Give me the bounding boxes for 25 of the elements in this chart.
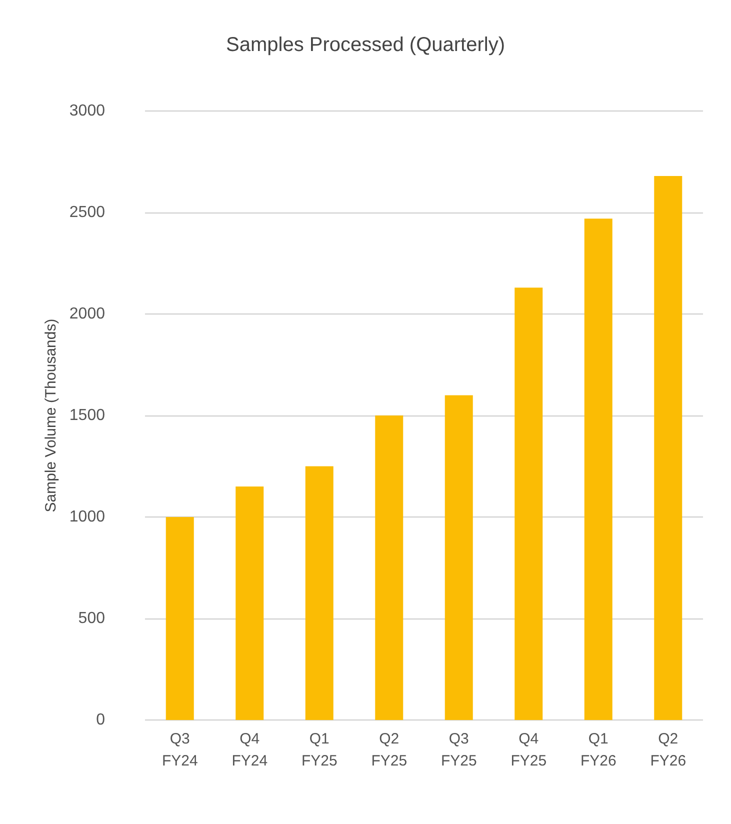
bar [514, 288, 543, 720]
x-tick-label: Q2 FY25 [371, 730, 408, 770]
bar [166, 517, 194, 720]
bar [584, 218, 612, 720]
x-tick-label: Q1 FY25 [301, 730, 338, 770]
bar [654, 176, 682, 720]
y-tick-label: 2000 [69, 306, 106, 322]
y-tick-label: 3000 [69, 102, 106, 120]
y-tick-label: 1000 [69, 508, 106, 526]
y-tick-label: 500 [78, 610, 106, 627]
x-tick-label: Q4 FY24 [232, 730, 268, 770]
x-tick-label: Q3 FY24 [162, 730, 198, 770]
y-tick-label: 0 [96, 712, 106, 728]
x-tick-label: Q4 FY25 [510, 730, 547, 770]
bar [375, 416, 404, 720]
x-tick-label: Q3 FY25 [440, 730, 477, 770]
y-tick-label: 2500 [69, 204, 106, 221]
x-tick-label: Q2 FY26 [650, 730, 686, 770]
y-axis-title: Sample Volume (Thousands) [42, 318, 60, 512]
bar [305, 466, 334, 720]
y-tick-label: 1500 [69, 407, 106, 424]
chart-title: Samples Processed (Quarterly) [226, 34, 505, 56]
bar [444, 395, 473, 720]
x-tick-label: Q1 FY26 [580, 730, 616, 770]
bar [236, 486, 264, 720]
